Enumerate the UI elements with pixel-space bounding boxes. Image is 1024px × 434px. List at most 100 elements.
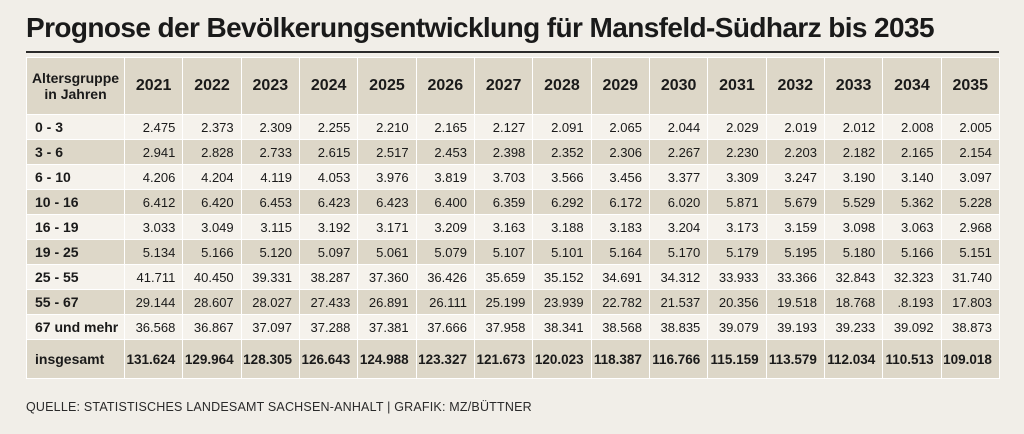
year-header-2030: 2030: [648, 57, 709, 115]
table-cell: 5.107: [473, 239, 534, 265]
table-cell: 6.172: [590, 189, 650, 215]
total-cell: 109.018: [940, 339, 1000, 379]
table-body: 0 - 3 2.475 2.373 2.309 2.255 2.210 2.165 2.127…: [26, 114, 1000, 379]
table-cell: 2.165: [415, 114, 475, 140]
age-group-label: 55 - 67: [26, 289, 125, 315]
total-cell: 124.988: [357, 339, 417, 379]
table-cell: 37.666: [415, 314, 475, 340]
table-cell: 6.400: [415, 189, 475, 215]
table-cell: 36.867: [182, 314, 242, 340]
table-cell: 2.127: [473, 114, 534, 140]
age-group-label: 0 - 3: [26, 114, 125, 140]
year-header-2035: 2035: [940, 57, 1000, 115]
total-row: insgesamt 131.624 129.964 128.305 126.643 124…: [26, 339, 1000, 379]
table-cell: 6.359: [473, 189, 534, 215]
table-cell: 5.164: [590, 239, 650, 265]
table-cell: .8.193: [882, 289, 942, 315]
table-cell: 38.873: [940, 314, 1000, 340]
table-cell: 5.134: [123, 239, 184, 265]
table-cell: 4.119: [240, 164, 300, 190]
table-cell: 2.008: [882, 114, 942, 140]
table-cell: 3.183: [590, 214, 650, 240]
table-cell: 21.537: [648, 289, 709, 315]
table-cell: 2.267: [648, 139, 709, 165]
title-divider: [26, 51, 999, 53]
table-cell: 3.049: [182, 214, 242, 240]
table-cell: 5.166: [882, 239, 942, 265]
table-cell: 5.079: [415, 239, 475, 265]
total-cell: 120.023: [532, 339, 592, 379]
table-cell: 33.366: [765, 264, 825, 290]
age-group-label: 16 - 19: [26, 214, 125, 240]
source-credit: QUELLE: STATISTISCHES LANDESAMT SACHSEN-…: [26, 400, 532, 414]
table-cell: 2.019: [765, 114, 825, 140]
year-header-2024: 2024: [298, 57, 359, 115]
year-header-2033: 2033: [823, 57, 884, 115]
table-cell: 3.190: [823, 164, 884, 190]
table-cell: 5.362: [882, 189, 942, 215]
table-cell: 20.356: [707, 289, 767, 315]
table-row: 55 - 67 29.144 28.607 28.027 27.433 26.891 26.…: [26, 289, 1000, 315]
total-cell: 129.964: [182, 339, 242, 379]
table-cell: 2.352: [532, 139, 592, 165]
age-group-header-line1: Altersgruppe: [31, 70, 120, 86]
table-cell: 2.210: [357, 114, 417, 140]
table-row: 0 - 3 2.475 2.373 2.309 2.255 2.210 2.165 2.127…: [26, 114, 1000, 140]
table-cell: 6.020: [648, 189, 709, 215]
table-cell: 2.203: [765, 139, 825, 165]
table-cell: 2.828: [182, 139, 242, 165]
table-cell: 36.426: [415, 264, 475, 290]
year-header-2026: 2026: [415, 57, 475, 115]
year-header-2034: 2034: [882, 57, 942, 115]
table-cell: 2.255: [298, 114, 359, 140]
table-cell: 3.063: [882, 214, 942, 240]
table-cell: 4.053: [298, 164, 359, 190]
table-cell: 39.233: [823, 314, 884, 340]
table-cell: 36.568: [123, 314, 184, 340]
table-cell: 6.453: [240, 189, 300, 215]
table-cell: 2.230: [707, 139, 767, 165]
table-cell: 2.733: [240, 139, 300, 165]
age-group-header: Altersgruppe in Jahren: [26, 57, 125, 115]
total-cell: 110.513: [882, 339, 942, 379]
total-cell: 115.159: [707, 339, 767, 379]
table-cell: 4.204: [182, 164, 242, 190]
table-row: 19 - 25 5.134 5.166 5.120 5.097 5.061 5.079 5.1…: [26, 239, 1000, 265]
table-cell: 5.097: [298, 239, 359, 265]
table-cell: 5.101: [532, 239, 592, 265]
table-cell: 26.111: [415, 289, 475, 315]
table-cell: 3.976: [357, 164, 417, 190]
table-cell: 6.423: [298, 189, 359, 215]
table-row: 67 und mehr 36.568 36.867 37.097 37.288 37.38…: [26, 314, 1000, 340]
year-header-2031: 2031: [707, 57, 767, 115]
table-cell: 37.381: [357, 314, 417, 340]
age-group-label: 3 - 6: [26, 139, 125, 165]
table-cell: 2.091: [532, 114, 592, 140]
table-cell: 2.065: [590, 114, 650, 140]
table-cell: 5.529: [823, 189, 884, 215]
table-cell: 5.061: [357, 239, 417, 265]
table-cell: 35.152: [532, 264, 592, 290]
table-cell: 18.768: [823, 289, 884, 315]
table-cell: 2.615: [298, 139, 359, 165]
table-cell: 3.192: [298, 214, 359, 240]
table-cell: 37.288: [298, 314, 359, 340]
table-cell: 3.098: [823, 214, 884, 240]
table-cell: 6.423: [357, 189, 417, 215]
table-cell: 2.165: [882, 139, 942, 165]
total-cell: 112.034: [823, 339, 884, 379]
table-cell: 5.679: [765, 189, 825, 215]
table-cell: 2.182: [823, 139, 884, 165]
table-cell: 2.453: [415, 139, 475, 165]
table-cell: 5.180: [823, 239, 884, 265]
year-header-2021: 2021: [123, 57, 184, 115]
total-cell: 123.327: [415, 339, 475, 379]
table-cell: 34.691: [590, 264, 650, 290]
table-cell: 2.154: [940, 139, 1000, 165]
total-label: insgesamt: [26, 339, 125, 379]
table-row: 16 - 19 3.033 3.049 3.115 3.192 3.171 3.209 3.1…: [26, 214, 1000, 240]
table-cell: 3.204: [648, 214, 709, 240]
table-cell: 5.195: [765, 239, 825, 265]
year-header-2023: 2023: [240, 57, 300, 115]
table-cell: 38.835: [648, 314, 709, 340]
